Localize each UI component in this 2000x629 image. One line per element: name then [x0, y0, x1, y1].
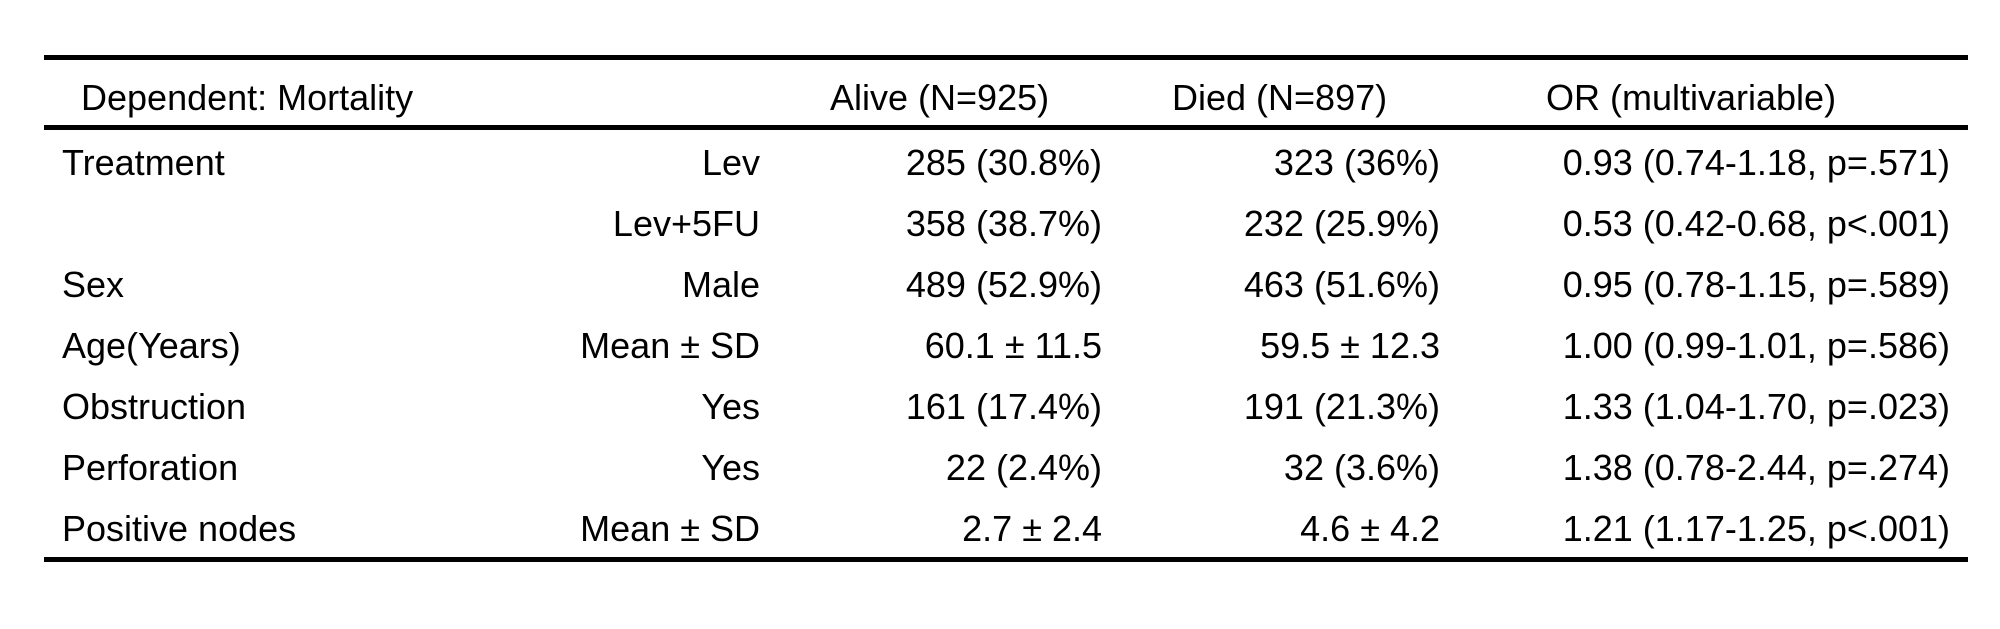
died-cell: 4.6 ± 4.2: [1300, 508, 1440, 549]
or-cell: 1.00 (0.99-1.01, p=.586): [1562, 325, 1950, 366]
or-cell: 0.95 (0.78-1.15, p=.589): [1562, 264, 1950, 305]
results-table: Dependent: Mortality Alive (N=925) Died …: [44, 55, 1968, 562]
level-cell: Lev+5FU: [612, 203, 760, 244]
bottom-rule: [44, 557, 1968, 562]
alive-cell: 489 (52.9%): [905, 264, 1102, 305]
header-or: OR (multivariable): [1546, 77, 1837, 118]
or-cell: 1.21 (1.17-1.25, p<.001): [1562, 508, 1950, 549]
alive-cell: 285 (30.8%): [905, 142, 1102, 183]
alive-cell: 2.7 ± 2.4: [962, 508, 1102, 549]
level-cell: Yes: [701, 447, 760, 488]
level-cell: Mean ± SD: [580, 325, 760, 366]
table-row: Age(Years) Mean ± SD 60.1 ± 11.5 59.5 ± …: [44, 313, 1968, 374]
alive-cell: 161 (17.4%): [905, 386, 1102, 427]
or-cell: 0.53 (0.42-0.68, p<.001): [1562, 203, 1950, 244]
header-alive: Alive (N=925): [830, 77, 1050, 118]
header-dependent: Dependent: Mortality: [81, 77, 414, 118]
died-cell: 463 (51.6%): [1243, 264, 1440, 305]
table-row: Positive nodes Mean ± SD 2.7 ± 2.4 4.6 ±…: [44, 496, 1968, 557]
alive-cell: 358 (38.7%): [905, 203, 1102, 244]
level-cell: Yes: [701, 386, 760, 427]
variable-cell: Positive nodes: [62, 508, 297, 549]
level-cell: Mean ± SD: [580, 508, 760, 549]
or-cell: 1.33 (1.04-1.70, p=.023): [1562, 386, 1950, 427]
variable-cell: Perforation: [62, 447, 239, 488]
died-cell: 59.5 ± 12.3: [1260, 325, 1440, 366]
table-row: Perforation Yes 22 (2.4%) 32 (3.6%) 1.38…: [44, 435, 1968, 496]
or-cell: 1.38 (0.78-2.44, p=.274): [1562, 447, 1950, 488]
alive-cell: 22 (2.4%): [945, 447, 1102, 488]
level-cell: Lev: [701, 142, 760, 183]
alive-cell: 60.1 ± 11.5: [924, 325, 1102, 366]
table-row: Lev+5FU 358 (38.7%) 232 (25.9%) 0.53 (0.…: [44, 191, 1968, 252]
died-cell: 191 (21.3%): [1243, 386, 1440, 427]
top-rule: [44, 55, 1968, 60]
header-rule: [44, 125, 1968, 130]
died-cell: 232 (25.9%): [1243, 203, 1440, 244]
died-cell: 32 (3.6%): [1283, 447, 1440, 488]
table-row: Obstruction Yes 161 (17.4%) 191 (21.3%) …: [44, 374, 1968, 435]
or-cell: 0.93 (0.74-1.18, p=.571): [1562, 142, 1950, 183]
variable-cell: Treatment: [62, 142, 225, 183]
variable-cell: Obstruction: [62, 386, 247, 427]
variable-cell: Sex: [62, 264, 125, 305]
header-died: Died (N=897): [1172, 77, 1388, 118]
variable-cell: Age(Years): [62, 325, 241, 366]
level-cell: Male: [681, 264, 760, 305]
died-cell: 323 (36%): [1273, 142, 1440, 183]
table-row: Treatment Lev 285 (30.8%) 323 (36%) 0.93…: [44, 130, 1968, 191]
table-row: Sex Male 489 (52.9%) 463 (51.6%) 0.95 (0…: [44, 252, 1968, 313]
header-row: Dependent: Mortality Alive (N=925) Died …: [44, 60, 1968, 125]
